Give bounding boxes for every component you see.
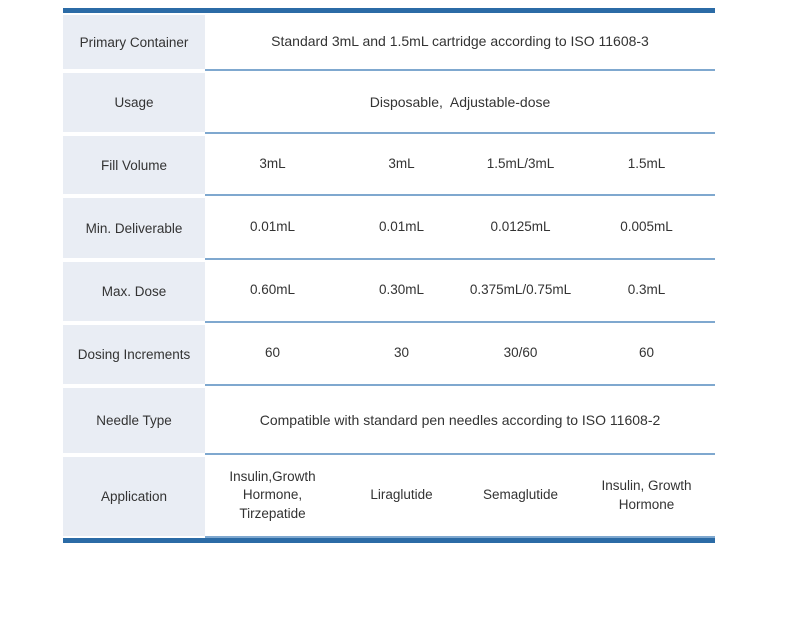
table-row-fill-volume: Fill Volume 3mL 3mL 1.5mL/3mL 1.5mL	[63, 134, 715, 196]
cell-value: 3mL	[259, 155, 286, 171]
table-top-border	[63, 8, 715, 13]
row-label-text: Dosing Increments	[77, 347, 191, 362]
row-data-application: Insulin,Growth Hormone, Tirzepatide Lira…	[205, 455, 715, 538]
table-row-dosing-increments: Dosing Increments 60 30 30/60 60	[63, 323, 715, 386]
cell-value: 0.0125mL	[490, 218, 551, 234]
row-label-fill-volume: Fill Volume	[63, 134, 205, 196]
row-label-text: Usage	[114, 95, 154, 110]
cell-value: 60	[638, 345, 655, 361]
row-label-text: Application	[100, 489, 168, 504]
row-data-max-dose: 0.60mL 0.30mL 0.375mL/0.75mL 0.3mL	[205, 260, 715, 323]
cell-value: 1.5mL	[627, 155, 666, 171]
row-data-min-deliverable: 0.01mL 0.01mL 0.0125mL 0.005mL	[205, 196, 715, 260]
row-label-application: Application	[63, 455, 205, 538]
row-label-primary-container: Primary Container	[63, 13, 205, 71]
cell-value: 3mL	[388, 155, 415, 171]
table-row-min-deliverable: Min. Deliverable 0.01mL 0.01mL 0.0125mL …	[63, 196, 715, 260]
cell-value: 0.375mL/0.75mL	[469, 282, 572, 298]
cell-value: 0.60mL	[249, 282, 296, 298]
cell-value: Standard 3mL and 1.5mL cartridge accordi…	[271, 33, 649, 49]
row-label-needle-type: Needle Type	[63, 386, 205, 455]
row-label-text: Max. Dose	[101, 284, 167, 299]
row-label-min-deliverable: Min. Deliverable	[63, 196, 205, 260]
cell-value: 0.005mL	[620, 218, 673, 234]
cell-value: Compatible with standard pen needles acc…	[259, 411, 661, 428]
cell-value: Disposable, Adjustable-dose	[369, 93, 551, 110]
table-row-max-dose: Max. Dose 0.60mL 0.30mL 0.375mL/0.75mL 0…	[63, 260, 715, 323]
table-bottom-border	[63, 538, 715, 543]
row-data-dosing-increments: 60 30 30/60 60	[205, 323, 715, 386]
cell-value: 1.5mL/3mL	[486, 155, 555, 171]
cell-value: Insulin,Growth Hormone, Tirzepatide	[229, 469, 316, 521]
cell-value: 60	[264, 345, 281, 361]
table-row-application: Application Insulin,Growth Hormone, Tirz…	[63, 455, 715, 538]
row-label-usage: Usage	[63, 71, 205, 134]
row-label-text: Min. Deliverable	[85, 220, 183, 236]
cell-value: 0.01mL	[249, 218, 296, 234]
row-label-max-dose: Max. Dose	[63, 260, 205, 323]
cell-value: Insulin, Growth Hormone	[601, 478, 692, 512]
row-data-usage: Disposable, Adjustable-dose	[205, 71, 715, 134]
row-data-needle-type: Compatible with standard pen needles acc…	[205, 386, 715, 455]
row-data-primary-container: Standard 3mL and 1.5mL cartridge accordi…	[205, 13, 715, 71]
row-data-fill-volume: 3mL 3mL 1.5mL/3mL 1.5mL	[205, 134, 715, 196]
table-row-primary-container: Primary Container Standard 3mL and 1.5mL…	[63, 13, 715, 71]
row-label-text: Primary Container	[79, 34, 189, 50]
table-row-needle-type: Needle Type Compatible with standard pen…	[63, 386, 715, 455]
cell-value: Semaglutide	[482, 487, 559, 503]
cell-value: 0.3mL	[627, 282, 666, 298]
cell-value: 0.30mL	[378, 282, 425, 298]
row-label-dosing-increments: Dosing Increments	[63, 323, 205, 386]
cell-value: Liraglutide	[370, 487, 433, 503]
cell-value: 30/60	[503, 345, 538, 361]
cell-value: 30	[393, 345, 410, 361]
table-row-usage: Usage Disposable, Adjustable-dose	[63, 71, 715, 134]
spec-table: Primary Container Standard 3mL and 1.5mL…	[63, 8, 715, 543]
cell-value: 0.01mL	[378, 218, 425, 234]
row-label-text: Needle Type	[96, 413, 172, 428]
row-label-text: Fill Volume	[100, 157, 168, 173]
